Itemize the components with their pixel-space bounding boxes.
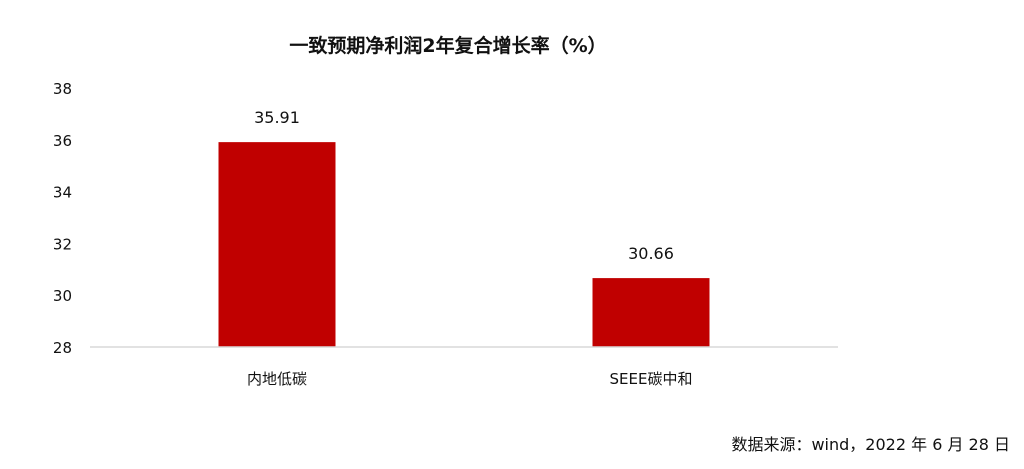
data-label: 35.91 bbox=[254, 108, 300, 127]
y-tick-label: 38 bbox=[53, 80, 72, 98]
y-tick-label: 34 bbox=[53, 184, 72, 202]
x-axis: 内地低碳 SEEE碳中和 bbox=[247, 370, 692, 388]
chart-title: 一致预期净利润2年复合增长率（%） bbox=[289, 34, 606, 57]
y-tick-label: 30 bbox=[53, 287, 72, 305]
x-tick-label: 内地低碳 bbox=[247, 370, 307, 388]
source-note: 数据来源：wind，2022 年 6 月 28 日 bbox=[731, 435, 1010, 454]
data-labels-group: 35.91 30.66 bbox=[254, 108, 674, 263]
y-tick-label: 36 bbox=[53, 132, 72, 150]
data-label: 30.66 bbox=[628, 244, 674, 263]
y-axis: 28 30 32 34 36 38 bbox=[53, 80, 72, 357]
bar bbox=[592, 278, 710, 347]
y-tick-label: 28 bbox=[53, 339, 72, 357]
y-tick-label: 32 bbox=[53, 235, 72, 253]
bars-group bbox=[218, 142, 710, 347]
bar bbox=[218, 142, 336, 347]
x-tick-label: SEEE碳中和 bbox=[610, 370, 693, 388]
